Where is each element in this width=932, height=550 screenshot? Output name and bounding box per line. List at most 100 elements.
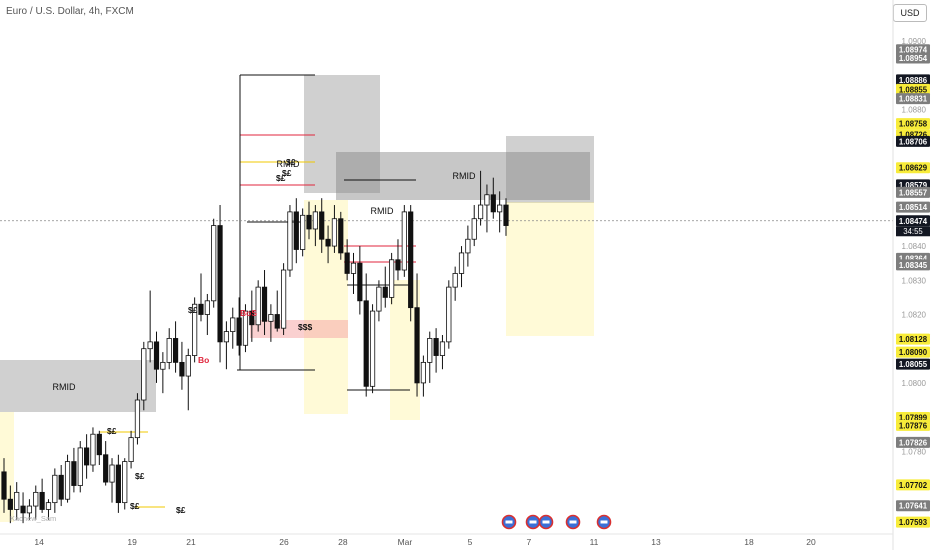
price-tag: 1.08474 (896, 215, 930, 227)
candle-body-up (211, 225, 217, 302)
y-tick-label: 1.0880 (902, 105, 927, 114)
candle (300, 208, 306, 257)
candle (198, 273, 204, 322)
price-tag: 1.08557 (896, 186, 930, 198)
candle-body-down (236, 317, 242, 346)
candle-body-up (185, 355, 191, 377)
price-tag-bg (896, 93, 930, 105)
price-tag-label: 1.08758 (899, 120, 928, 129)
candle (331, 205, 338, 253)
candle (268, 304, 274, 342)
candle-body-up (14, 491, 20, 510)
price-tag-label: 1.08090 (899, 348, 928, 357)
event-flag-icon (538, 514, 554, 530)
candle-body-down (408, 211, 414, 309)
event-flag-icon (525, 514, 541, 530)
rmid-label: RMID (453, 171, 476, 181)
price-tag-bg (896, 215, 930, 227)
annotation-label: Bo (198, 355, 209, 365)
candle-body-up (166, 338, 172, 363)
candle-body-up (452, 273, 458, 288)
candle-body-up (376, 286, 382, 312)
zones-layer (0, 75, 594, 522)
candle (376, 280, 382, 322)
candle (64, 454, 71, 503)
candle-body-down (115, 464, 121, 504)
candle (217, 205, 223, 363)
price-tag-bg (896, 118, 930, 130)
candle (172, 321, 179, 373)
candle-body-down (382, 286, 388, 298)
candle (471, 205, 477, 247)
candle (153, 331, 160, 383)
candle-body-up (45, 502, 52, 510)
candle-body-up (427, 338, 433, 363)
price-tag-bg (896, 201, 930, 213)
candle-body-down (363, 300, 369, 387)
price-tag-bg (896, 74, 930, 86)
zone-supply (336, 152, 590, 200)
candle (45, 499, 52, 520)
event-flag-icon-stripe (600, 520, 608, 524)
candle (166, 328, 172, 370)
x-tick-label: 28 (338, 537, 348, 547)
annotation-label: $£ (276, 173, 286, 183)
price-tag: 1.08514 (896, 201, 930, 213)
x-tick-label: 20 (806, 537, 816, 547)
candle-body-down (503, 204, 509, 226)
candle (293, 198, 299, 264)
candle-body-up (300, 214, 306, 250)
zone-rmid (506, 136, 594, 203)
price-tag-label: 1.08514 (899, 203, 928, 212)
candle-body-up (477, 204, 484, 220)
candle (497, 191, 503, 233)
candle-body-down (414, 307, 420, 384)
event-flag-icon (596, 514, 612, 530)
price-tag-label: 1.07826 (899, 438, 928, 447)
candle (433, 328, 439, 373)
price-tag: 1.07641 (896, 500, 930, 512)
candle (490, 177, 496, 219)
candle-body-up (52, 474, 58, 504)
rmid-label: RMID (277, 159, 300, 169)
price-tag-label: 1.08974 (899, 46, 928, 55)
candle-body-up (77, 447, 83, 486)
x-tick-label: Mar (398, 537, 413, 547)
price-tag-bg (896, 162, 930, 174)
candle (458, 246, 465, 288)
candle-body-up (160, 361, 166, 370)
candle-body-up (312, 211, 318, 230)
candle (389, 252, 395, 305)
candle-body-down (338, 218, 344, 254)
price-tag-label: 1.08474 (899, 217, 928, 226)
event-flag-icon-stripe (529, 520, 537, 524)
candle-body-up (484, 194, 490, 206)
price-tag: 1.08954 (896, 52, 930, 64)
y-tick-label: 1.0800 (902, 379, 927, 388)
symbol-title[interactable]: Euro / U.S. Dollar, 4h, FXCM (6, 6, 134, 17)
candle (274, 290, 280, 332)
x-tick-label: 19 (127, 537, 137, 547)
candle-body-up (465, 238, 471, 254)
candle (242, 304, 249, 353)
candle (408, 205, 414, 322)
annotation-label: $£ (135, 471, 145, 481)
price-tag-label: 1.08557 (899, 188, 927, 197)
candle (77, 441, 83, 493)
event-flag-icon (565, 514, 581, 530)
price-tag-label: 1.08364 (899, 254, 928, 263)
x-tick-label: 11 (590, 537, 599, 547)
candle (439, 335, 446, 370)
candle-body-down (84, 447, 90, 466)
price-tag-label: 1.07593 (899, 518, 928, 527)
candle (255, 280, 261, 332)
price-tag-label: 1.08128 (899, 335, 928, 344)
candle (71, 447, 77, 493)
candle (90, 427, 96, 472)
candle (401, 205, 407, 277)
event-flag-icon-stripe (542, 520, 550, 524)
candle-body-up (242, 310, 249, 346)
price-tag-label: 1.08726 (899, 131, 928, 140)
